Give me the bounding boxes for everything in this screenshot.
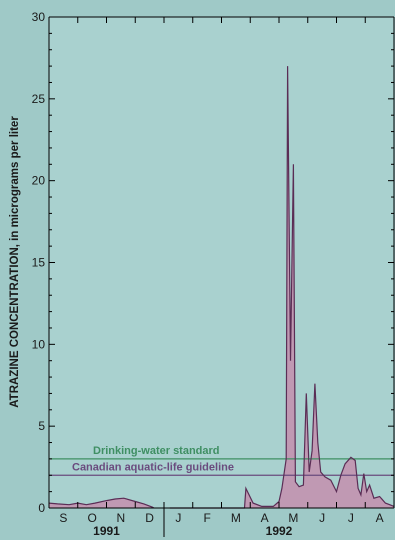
threshold-label-2: Canadian aquatic-life guideline [72, 461, 234, 473]
concentration-lines [48, 66, 395, 509]
month-label-1: S [59, 511, 67, 525]
month-label-8: A [261, 511, 269, 525]
month-label-9: M [288, 511, 298, 525]
y-tick-label: 5 [38, 419, 45, 433]
y-tick-label: 10 [32, 337, 46, 351]
plot-area [49, 17, 394, 508]
concentration-fills [49, 66, 394, 508]
y-tick-label: 15 [32, 256, 46, 270]
month-label-6: F [203, 511, 210, 525]
y-tick-label: 30 [32, 10, 46, 24]
year-label-1: 1991 [93, 524, 120, 538]
month-label-10: J [319, 511, 325, 525]
y-axis-label: ATRAZINE CONCENTRATION, in micrograms pe… [9, 116, 21, 408]
month-label-2: O [87, 511, 96, 525]
y-tick-label: 25 [32, 92, 46, 106]
concentration-area-1 [49, 498, 154, 508]
month-label-7: M [231, 511, 241, 525]
y-tick-label: 20 [32, 174, 46, 188]
threshold-label-1: Drinking-water standard [93, 445, 220, 457]
tick-labels: 0 5 10 15 20 25 30 S O N D J F M A M J J A 1991 1992 [32, 10, 384, 538]
ticks [48, 16, 395, 537]
month-label-12: A [376, 511, 384, 525]
month-label-3: N [117, 511, 126, 525]
y-tick-label: 0 [38, 501, 45, 515]
concentration-line-2 [169, 66, 395, 509]
month-label-4: D [145, 511, 154, 525]
month-label-11: J [348, 511, 354, 525]
month-label-5: J [175, 511, 181, 525]
concentration-line-1 [48, 497, 155, 509]
year-label-2: 1992 [266, 524, 293, 538]
threshold-lines: Drinking-water standard Canadian aquatic-… [49, 445, 394, 476]
